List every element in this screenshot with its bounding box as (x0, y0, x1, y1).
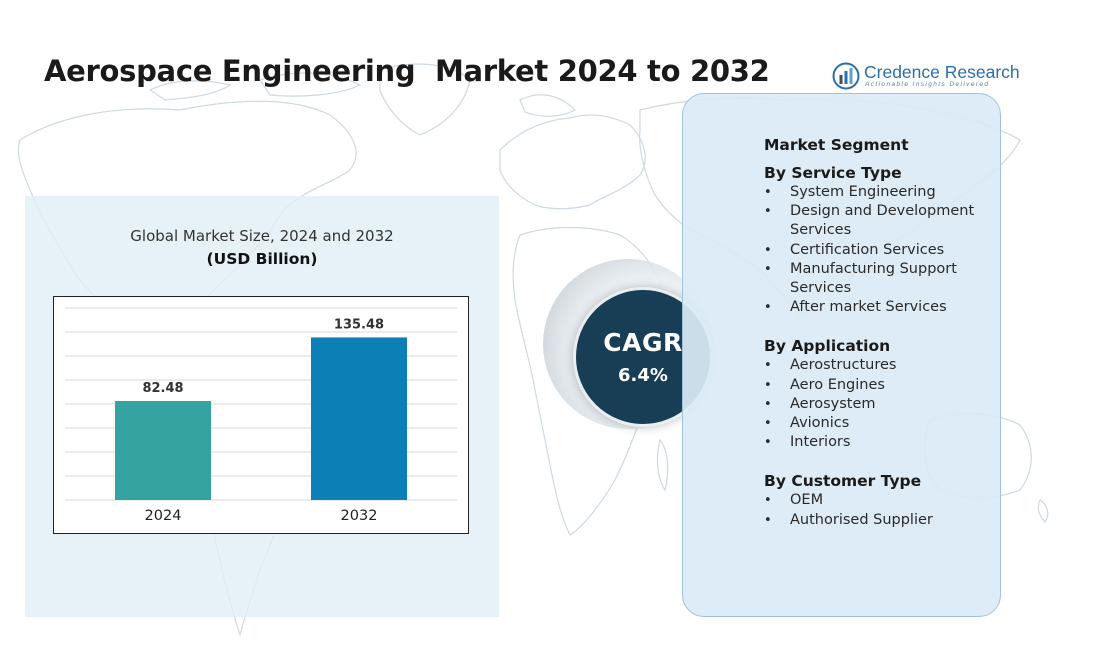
logo-tagline: Actionable Insights Delivered (865, 81, 990, 88)
segment-item-text: Avionics (790, 415, 850, 432)
segment-item-text: Aerostructures (790, 357, 897, 374)
segment-content: Market Segment By Service Type • System En… (764, 136, 1000, 549)
segment-heading: Market Segment (764, 136, 909, 154)
page-title: Aerospace Engineering Market 2024 to 203… (44, 54, 770, 88)
segment-list-item: • Authorised Supplier (764, 511, 1000, 530)
bullet-icon: • (764, 204, 772, 220)
x-tick-label-2024: 2024 (145, 508, 182, 524)
chart-unit-label: (USD Billion) (206, 250, 318, 268)
bullet-icon: • (764, 300, 772, 316)
segment-item-text: Aerosystem (790, 395, 876, 412)
segment-list-item: • Avionics (764, 414, 1000, 433)
bar-2032 (311, 337, 407, 500)
bar-chart: 82.48 2024 135.48 2032 (53, 296, 469, 534)
cagr-value: 6.4% (618, 365, 668, 386)
segment-item-text: Manufacturing Support Services (790, 260, 957, 297)
segment-item-text: Design and Development Services (790, 203, 975, 239)
logo-name: Credence Research (864, 62, 1020, 82)
bullet-icon: • (764, 493, 772, 509)
segment-list-item: • OEM (764, 491, 1000, 510)
segment-item-text: Authorised Supplier (790, 511, 933, 528)
segment-list-item: • Aerostructures (764, 356, 1000, 375)
segment-list-item: • Design and Development Services (764, 202, 1000, 240)
bullet-icon: • (764, 435, 772, 451)
segment-list-item: • Aerosystem (764, 395, 1000, 414)
bullet-icon: • (764, 358, 772, 374)
segment-group-title: By Application (764, 337, 891, 356)
bullet-icon: • (764, 416, 772, 432)
segment-item-text: Aero Engines (790, 376, 885, 393)
x-tick-label-2032: 2032 (341, 508, 378, 524)
segment-list: • System Engineering • Design and Developme… (764, 183, 1000, 317)
segment-group-title: By Service Type (764, 164, 902, 182)
bullet-icon: • (764, 377, 772, 393)
segment-list-item: • Manufacturing Support Services (764, 260, 1000, 298)
company-logo: Credence Research Actionable Insights De… (832, 60, 1020, 92)
segment-item-text: System Engineering (790, 184, 936, 200)
segment-list-item: • Interiors (764, 433, 1000, 452)
segment-item-text: Interiors (790, 434, 851, 451)
bullet-icon: • (764, 396, 772, 412)
segment-list-item: • System Engineering (764, 183, 1000, 202)
segment-group-title: By Customer Type (764, 472, 922, 491)
cagr-label: CAGR (603, 328, 683, 357)
segment-list: • OEM • Authorised Supplier (764, 491, 1000, 529)
bullet-icon: • (764, 242, 772, 258)
segment-list-item: • Aero Engines (764, 376, 1000, 395)
bar-chart-logo-icon (832, 62, 860, 90)
bar-2024 (115, 401, 211, 500)
segment-list-item: • Certification Services (764, 241, 1000, 260)
data-label-2024: 82.48 (142, 381, 183, 396)
market-size-chart-panel: Global Market Size, 2024 and 2032 (USD B… (25, 196, 499, 617)
market-segment-panel: Market Segment By Service Type • System En… (682, 93, 1001, 617)
segment-list: • Aerostructures • Aero Engines • Aerosystem •… (764, 356, 1000, 452)
segment-item-text: OEM (790, 492, 824, 509)
segment-item-text: After market Services (790, 299, 947, 316)
bullet-icon: • (764, 512, 772, 528)
segment-list-item: • After market Services (764, 298, 1000, 317)
data-label-2032: 135.48 (334, 317, 384, 332)
segment-item-text: Certification Services (790, 241, 945, 258)
bullet-icon: • (764, 261, 772, 277)
bullet-icon: • (764, 185, 772, 200)
chart-title: Global Market Size, 2024 and 2032 (130, 227, 394, 245)
